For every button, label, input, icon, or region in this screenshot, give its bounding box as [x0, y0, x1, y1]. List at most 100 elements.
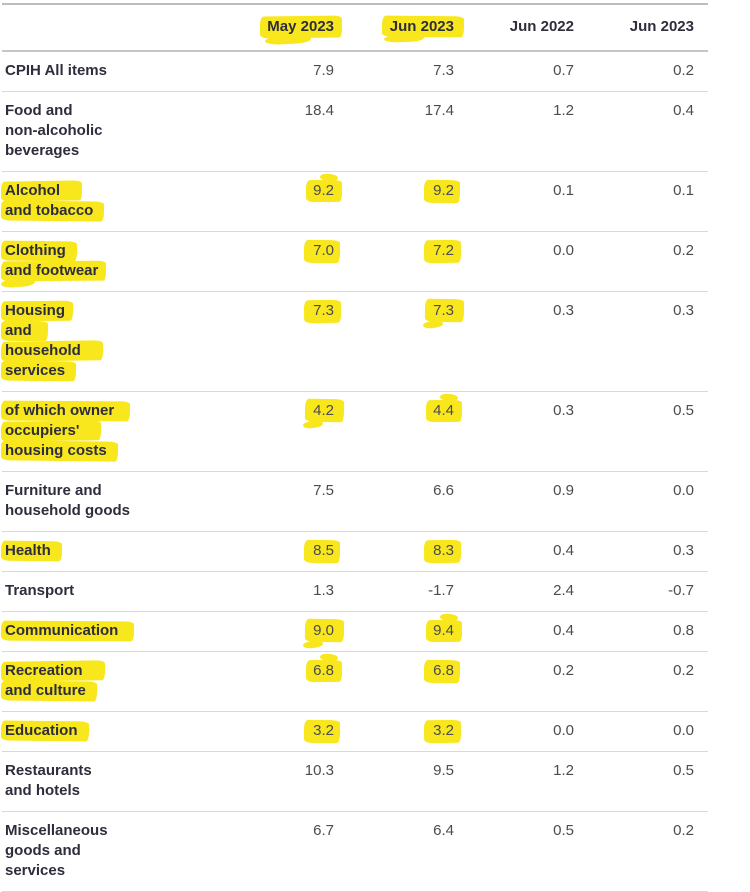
category-cell: Alcohol and tobacco: [2, 171, 228, 232]
value: 18.4: [304, 102, 334, 119]
category-label-line: Food and: [5, 101, 222, 121]
highlight-mark: 9.2: [433, 182, 454, 199]
category-label-line: Furniture and: [5, 481, 222, 501]
category-label-line: and hotels: [5, 781, 222, 801]
highlight-mark: 3.2: [313, 722, 334, 739]
value: 0.8: [673, 622, 694, 639]
highlight-mark: Health: [5, 542, 51, 559]
category-label-line: Communication: [5, 621, 222, 641]
category-label: and hotels: [5, 782, 81, 799]
value-cell: 0.2: [468, 651, 588, 712]
table-row: Clothing and footwear 7.0 7.2 0.0 0.2: [2, 231, 708, 292]
highlight-mark: 7.0: [313, 242, 334, 259]
category-cell: of which owner occupiers' housing costs: [2, 391, 228, 472]
category-label-line: Transport: [5, 581, 222, 601]
column-header-label: Jun 2022: [509, 18, 574, 35]
value-cell: -0.7: [588, 571, 708, 612]
value: 1.2: [553, 102, 574, 119]
value: 0.4: [553, 542, 574, 559]
highlight-mark: 8.5: [313, 542, 334, 559]
table-row: Recreation and culture 6.8 6.8 0.2 0.2: [2, 651, 708, 712]
category-label-line: Alcohol: [5, 181, 222, 201]
category-label-line: and: [5, 321, 222, 341]
value-cell: 7.3: [228, 291, 348, 392]
value-cell: 0.9: [468, 471, 588, 532]
value-cell: 7.2: [348, 231, 468, 292]
value-cell: 0.1: [588, 171, 708, 232]
value-cell: 3.2: [348, 711, 468, 752]
category-cell: Restaurants and hotels: [2, 751, 228, 812]
row-label-column-header: [2, 3, 228, 52]
category-cell: CPIH All items: [2, 51, 228, 92]
value-cell: 7.9: [228, 51, 348, 92]
category-label: Miscellaneous: [5, 822, 108, 839]
value-cell: 0.0: [588, 471, 708, 532]
highlight-mark: and footwear: [5, 262, 99, 279]
table-row: Miscellaneous goods and services 6.7 6.4 0.5 0…: [2, 811, 708, 892]
value: 10.3: [304, 762, 334, 779]
value-cell: 0.0: [588, 711, 708, 752]
value-cell: 0.1: [468, 171, 588, 232]
highlight-mark: occupiers': [5, 422, 80, 439]
value-cell: 7.0: [228, 231, 348, 292]
table-row: Alcohol and tobacco 9.2 9.2 0.1 0.1: [2, 171, 708, 232]
category-cell: Furniture and household goods: [2, 471, 228, 532]
value-cell: 0.0: [468, 711, 588, 752]
category-label-line: housing costs: [5, 441, 222, 461]
value: 0.3: [553, 302, 574, 319]
value-cell: 9.0: [228, 611, 348, 652]
table-row: of which owner occupiers' housing costs 4.2…: [2, 391, 708, 472]
value-cell: 6.7: [228, 811, 348, 892]
table-row: Communication 9.0 9.4 0.4 0.8: [2, 611, 708, 652]
highlight-mark: 9.4: [433, 622, 454, 639]
value: 0.2: [673, 62, 694, 79]
column-header: May 2023: [228, 3, 348, 52]
value-cell: 1.2: [468, 91, 588, 172]
category-cell: Education: [2, 711, 228, 752]
value: 0.9: [553, 482, 574, 499]
value-cell: 8.3: [348, 531, 468, 572]
highlight-mark: 9.2: [313, 182, 334, 199]
value-cell: 9.2: [348, 171, 468, 232]
value: 0.3: [673, 542, 694, 559]
value: 6.4: [433, 822, 454, 839]
category-label-line: goods and: [5, 841, 222, 861]
value-cell: 9.5: [348, 751, 468, 812]
category-label: Transport: [5, 582, 75, 599]
highlight-mark: Education: [5, 722, 78, 739]
value-cell: 0.2: [588, 231, 708, 292]
value: 17.4: [424, 102, 454, 119]
value: 0.3: [553, 402, 574, 419]
value-cell: 1.2: [468, 751, 588, 812]
value: 0.1: [673, 182, 694, 199]
value: -0.7: [668, 582, 694, 599]
value: 6.7: [313, 822, 334, 839]
category-label-line: Recreation: [5, 661, 222, 681]
table-row: CPIH All items 7.9 7.3 0.7 0.2: [2, 51, 708, 92]
column-header: Jun 2023: [588, 3, 708, 52]
highlight-mark: 7.2: [433, 242, 454, 259]
category-label: non-alcoholic: [5, 122, 103, 139]
value-cell: 0.5: [588, 391, 708, 472]
header-row: May 2023 Jun 2023 Jun 2022 Jun 2023: [2, 3, 708, 52]
category-label: services: [5, 862, 66, 879]
column-header: Jun 2023: [348, 3, 468, 52]
value: 0.2: [553, 662, 574, 679]
category-label-line: beverages: [5, 141, 222, 161]
value-cell: 0.5: [588, 751, 708, 812]
category-label-line: non-alcoholic: [5, 121, 222, 141]
value-cell: 3.2: [228, 711, 348, 752]
table-header: May 2023 Jun 2023 Jun 2022 Jun 2023: [2, 3, 708, 52]
highlight-mark: 9.0: [313, 622, 334, 639]
category-label-line: Housing: [5, 301, 222, 321]
category-cell: Transport: [2, 571, 228, 612]
value: 0.0: [673, 482, 694, 499]
category-label-line: and tobacco: [5, 201, 222, 221]
table-row: Health 8.5 8.3 0.4 0.3: [2, 531, 708, 572]
highlight-mark: 8.3: [433, 542, 454, 559]
value-cell: 10.3: [228, 751, 348, 812]
value-cell: 4.2: [228, 391, 348, 472]
value-cell: 0.3: [588, 291, 708, 392]
value-cell: 0.3: [468, 391, 588, 472]
value-cell: 17.4: [348, 91, 468, 172]
